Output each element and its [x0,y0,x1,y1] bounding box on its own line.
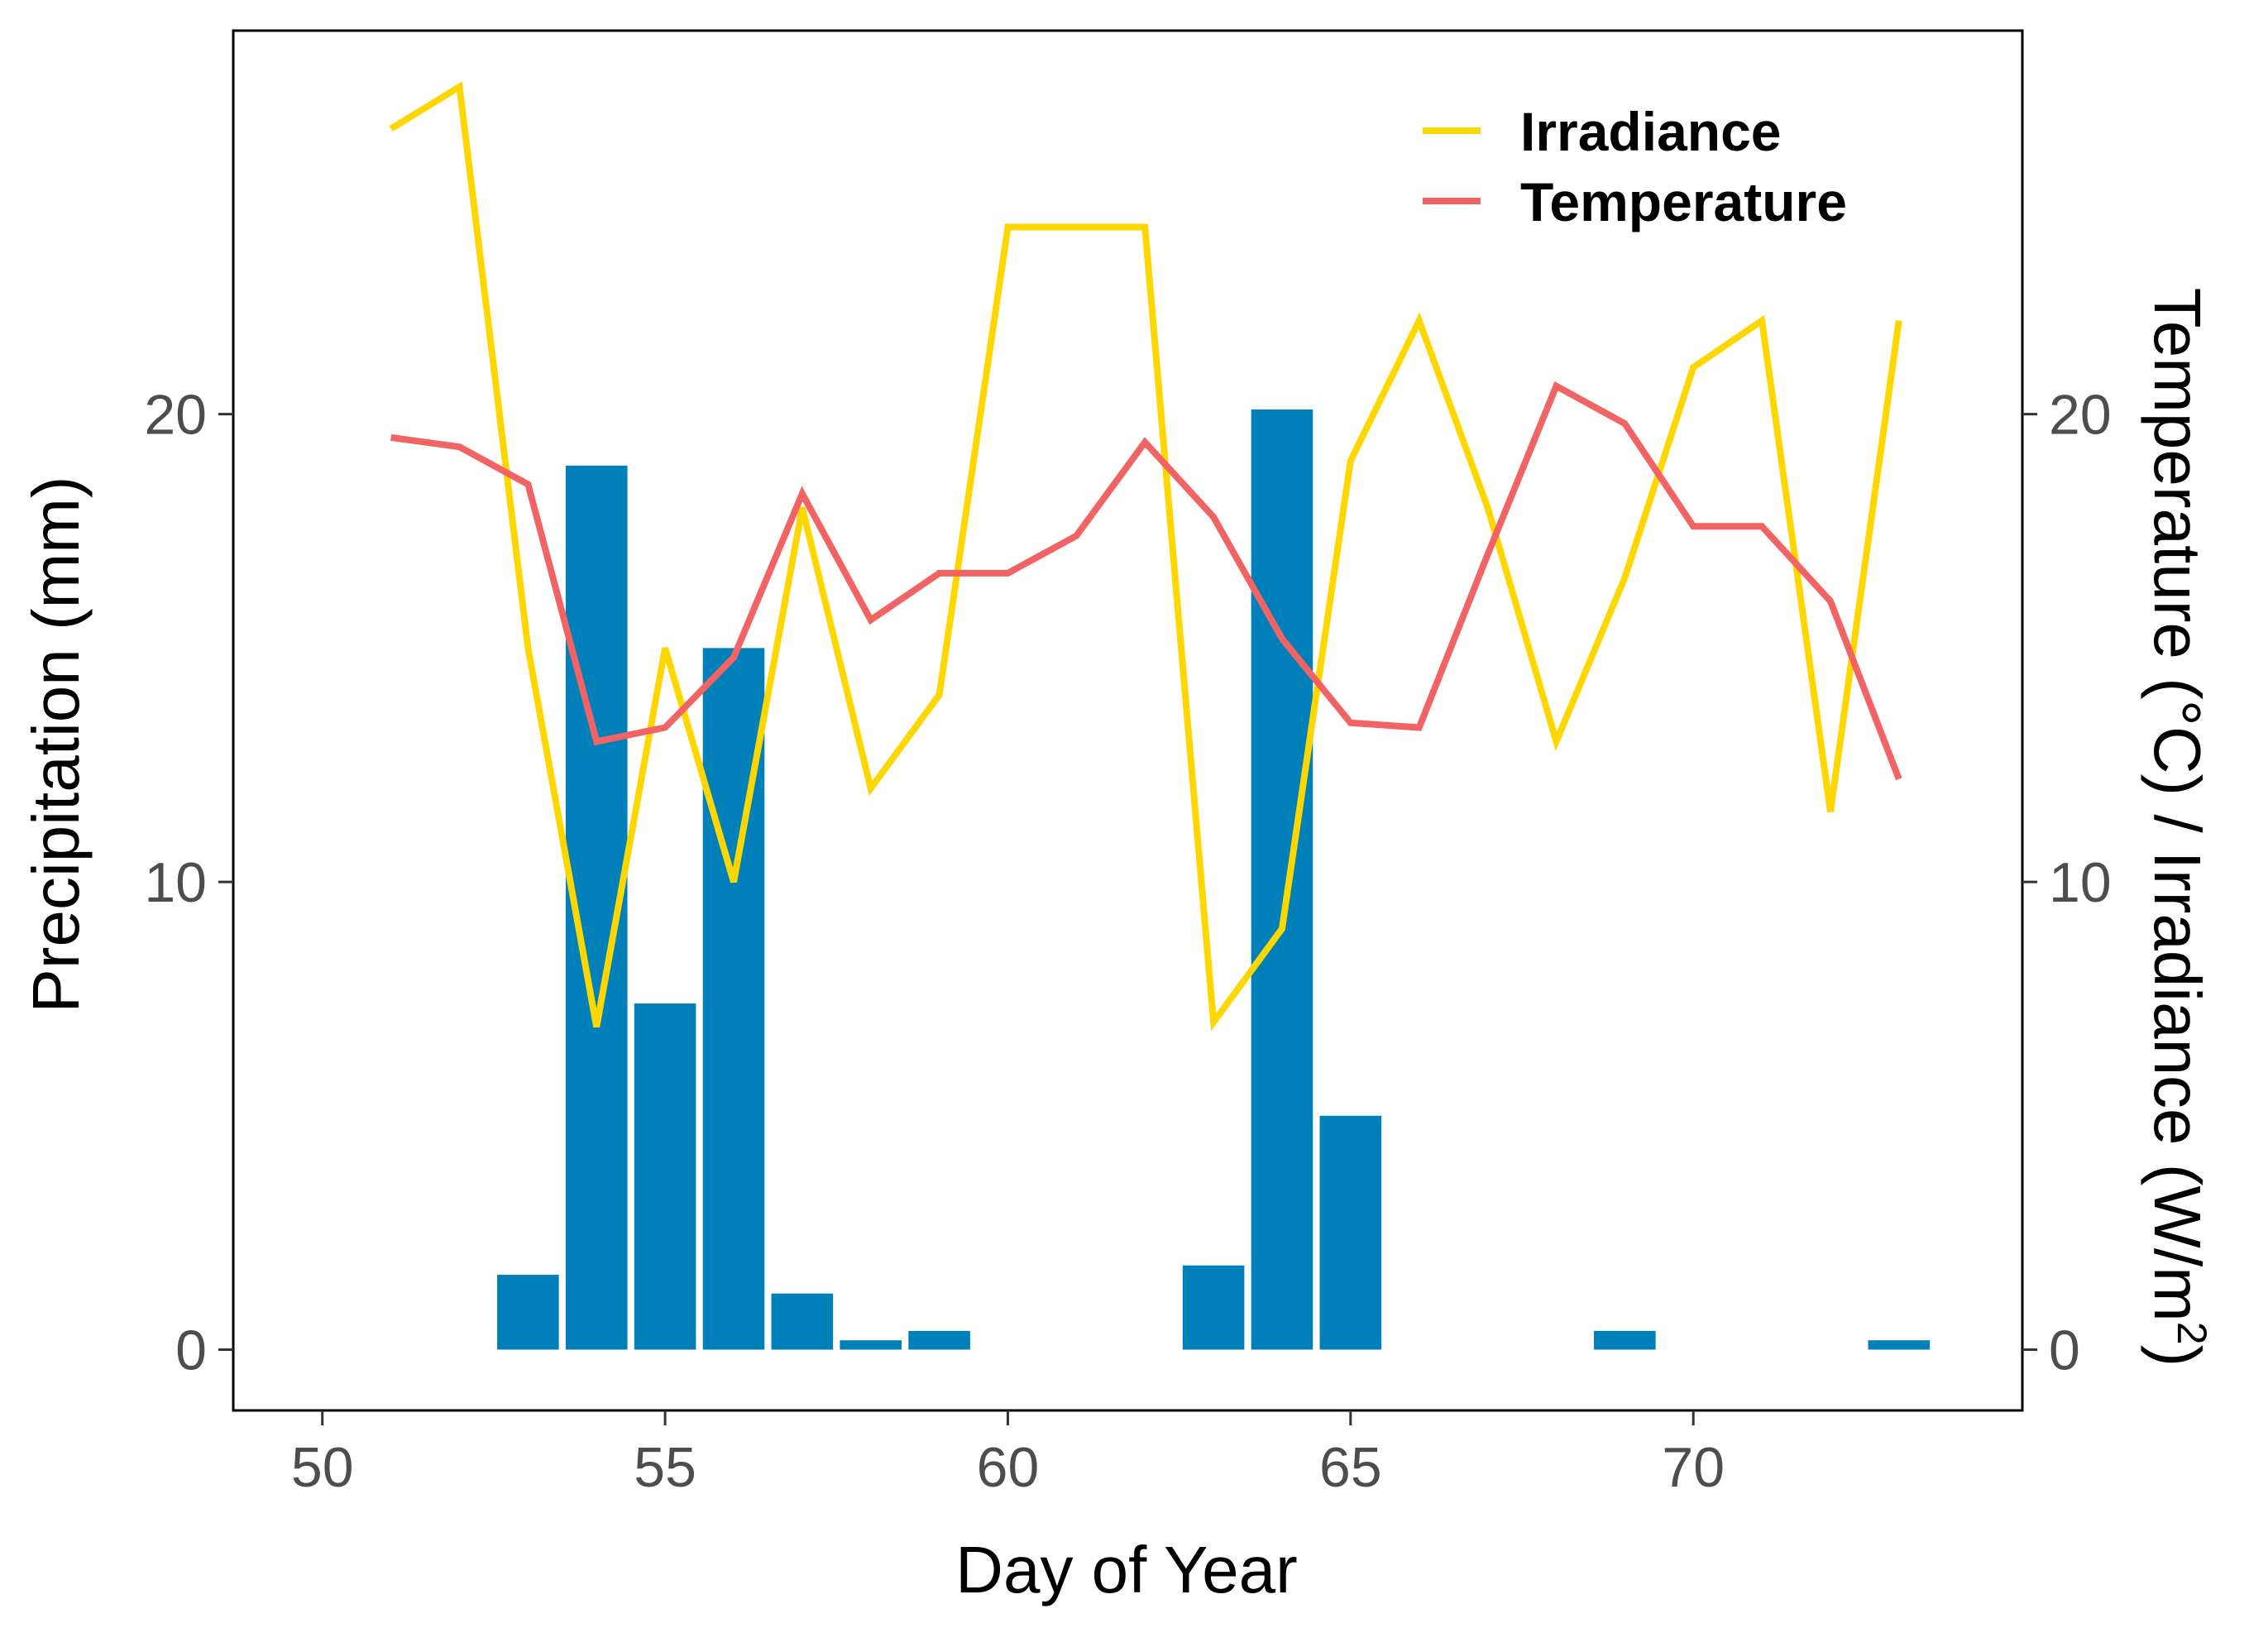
lines-layer [389,81,1902,1032]
precipitation-bar-day-59 [908,1330,970,1350]
plot-frame [232,29,2024,1412]
x-tick-label-60: 60 [977,1436,1040,1499]
x-tick-label-70: 70 [1662,1436,1725,1499]
precipitation-bar-day-63 [1182,1265,1245,1350]
precipitation-bar-day-65 [1319,1115,1382,1350]
y-left-tick-label-10: 10 [144,851,207,914]
y-right-tick-label-20: 20 [2049,384,2112,447]
y-left-tick-label-0: 0 [175,1319,207,1381]
y-axis-right-title-superscript: 2 [2169,1322,2215,1345]
precipitation-bar-day-64 [1251,409,1313,1350]
y-axis-left-title: Precipitation (mm) [19,476,93,1013]
precipitation-bar-day-55 [634,1003,696,1350]
legend: Irradiance Temperature [1423,101,1847,232]
x-tick-label-50: 50 [291,1436,354,1499]
x-axis-title: Day of Year [955,1533,1298,1606]
precipitation-bar-day-69 [1594,1330,1656,1350]
legend-label-irradiance: Irradiance [1520,101,1782,162]
precipitation-bar-day-58 [840,1340,902,1350]
y-axis-right-title: Temperature (°C) / Irradiance (W/m2) [2141,288,2215,1367]
x-tick-label-65: 65 [1319,1436,1382,1499]
y-left-tick-label-20: 20 [144,384,207,447]
legend-label-temperature: Temperature [1520,171,1847,232]
y-axis-right-title-end: ) [2141,1345,2214,1367]
precipitation-bar-day-57 [771,1293,834,1350]
temperature-line [390,381,1902,781]
irradiance-line [389,81,1902,1032]
y-axis-right-title-main: Temperature (°C) / Irradiance (W/m [2141,288,2214,1322]
precipitation-bar-day-73 [1868,1340,1931,1350]
y-right-tick-label-0: 0 [2049,1319,2080,1381]
precipitation-bar-day-53 [497,1275,559,1350]
axes-layer: 50 55 60 65 70 0 10 20 0 10 20 [144,384,2111,1499]
x-tick-label-55: 55 [634,1436,696,1499]
y-right-tick-label-10: 10 [2049,851,2112,914]
